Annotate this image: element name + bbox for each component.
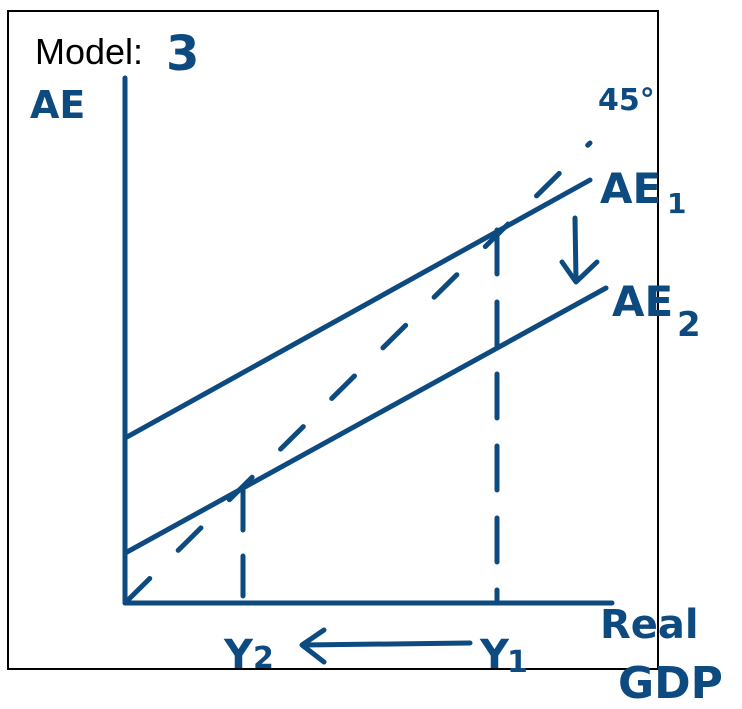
shift-arrow-head [559,259,600,285]
ae2-label: AE [612,277,673,326]
diagram-frame [7,10,659,670]
shift-arrow-shaft [572,215,579,283]
model-label: Model: [35,31,143,72]
ae1-subscript: 1 [667,187,686,220]
ae1-line [124,177,593,440]
x-axis-label-line2: GDP [618,658,723,709]
y-axis-label: AE [30,83,85,127]
ae2-subscript: 2 [677,305,701,345]
y2-label: Y [223,632,254,678]
ae2-line [124,285,609,555]
output-shift-arrow-head [299,627,327,665]
ae1-label: AE [600,164,661,213]
y1-subscript: 1 [507,645,528,680]
y2-subscript: 2 [253,641,274,676]
x-axis-label-line1: Real [600,602,699,648]
output-shift-arrow-shaft [301,640,473,648]
reference-45-label: 45° [598,83,655,118]
model-number: 3 [166,26,199,82]
y1-label: Y [479,632,510,678]
